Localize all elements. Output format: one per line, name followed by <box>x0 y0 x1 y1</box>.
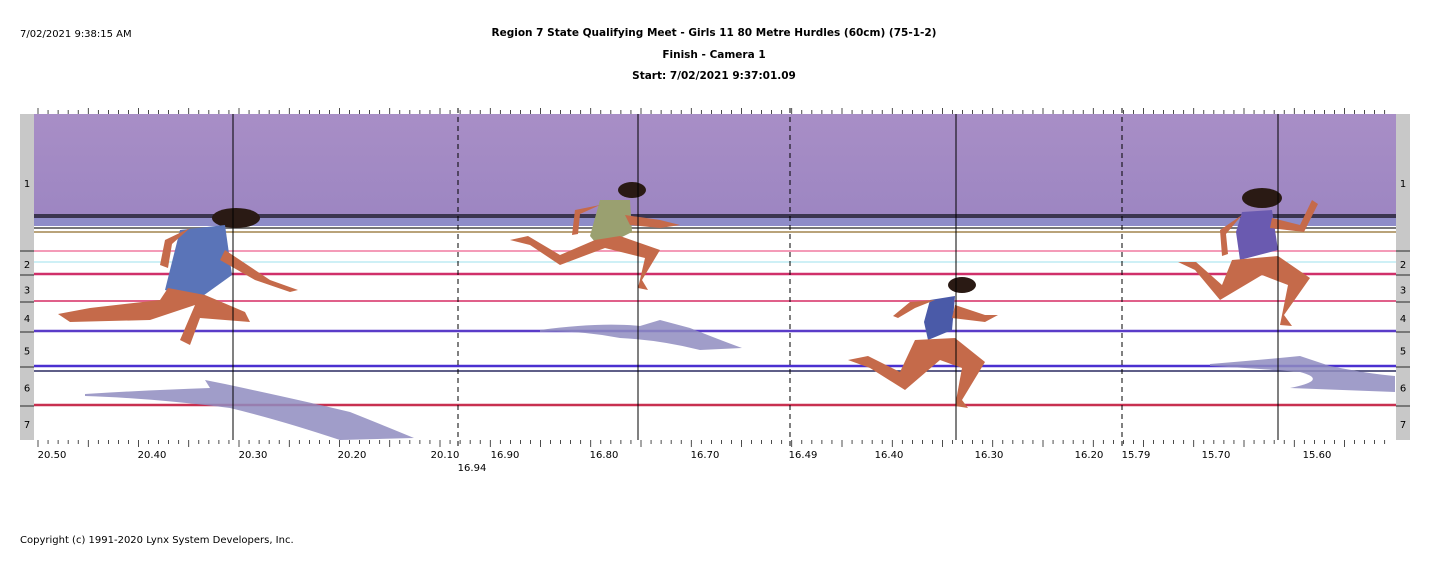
lane-number: 2 <box>1400 260 1406 271</box>
lane-bar <box>20 114 34 440</box>
time-label: 20.30 <box>239 450 268 461</box>
time-label: 16.70 <box>691 450 720 461</box>
lane-number: 1 <box>24 179 30 190</box>
time-label: 16.40 <box>875 450 904 461</box>
title: Region 7 State Qualifying Meet - Girls 1… <box>492 27 937 39</box>
time-label: 20.10 <box>431 450 460 461</box>
time-label: 16.90 <box>491 450 520 461</box>
lane-number: 7 <box>24 420 30 431</box>
lane-bar <box>1396 114 1410 440</box>
lane-number: 5 <box>24 347 30 358</box>
time-label: 16.30 <box>975 450 1004 461</box>
time-label: 15.79 <box>1122 450 1151 461</box>
lane-number: 4 <box>1400 314 1406 325</box>
timestamp: 7/02/2021 9:38:15 AM <box>20 29 132 40</box>
time-label: 20.50 <box>38 450 67 461</box>
lane-number: 5 <box>1400 347 1406 358</box>
lane-number: 6 <box>1400 384 1406 395</box>
stands <box>34 114 1396 214</box>
lane-number: 3 <box>24 286 30 297</box>
time-label: 16.80 <box>590 450 619 461</box>
start-time: Start: 7/02/2021 9:37:01.09 <box>632 70 796 82</box>
subtitle: Finish - Camera 1 <box>662 49 765 61</box>
lane-number: 2 <box>24 260 30 271</box>
lane-number: 1 <box>1400 179 1406 190</box>
athlete <box>510 182 680 290</box>
athletes <box>58 182 1318 408</box>
time-label: 20.40 <box>138 450 167 461</box>
athlete <box>1178 188 1318 326</box>
lane-number: 6 <box>24 384 30 395</box>
time-label: 20.20 <box>338 450 367 461</box>
lane-number: 4 <box>24 314 30 325</box>
time-label: 16.94 <box>458 463 487 474</box>
lane-number: 7 <box>1400 420 1406 431</box>
overlay: 1 1 2 2 3 3 4 4 5 5 6 6 7 7 20.50 20.40 20.30 20.20 20.10 1… <box>20 108 1410 474</box>
footer: Copyright (c) 1991-2020 Lynx System Deve… <box>20 535 294 546</box>
athlete <box>58 208 298 345</box>
time-label: 16.49 <box>789 450 818 461</box>
shadows <box>85 320 1395 440</box>
time-label: 15.70 <box>1202 450 1231 461</box>
time-label: 16.20 <box>1075 450 1104 461</box>
athlete <box>848 277 998 408</box>
lane-number: 3 <box>1400 286 1406 297</box>
time-label: 15.60 <box>1303 450 1332 461</box>
